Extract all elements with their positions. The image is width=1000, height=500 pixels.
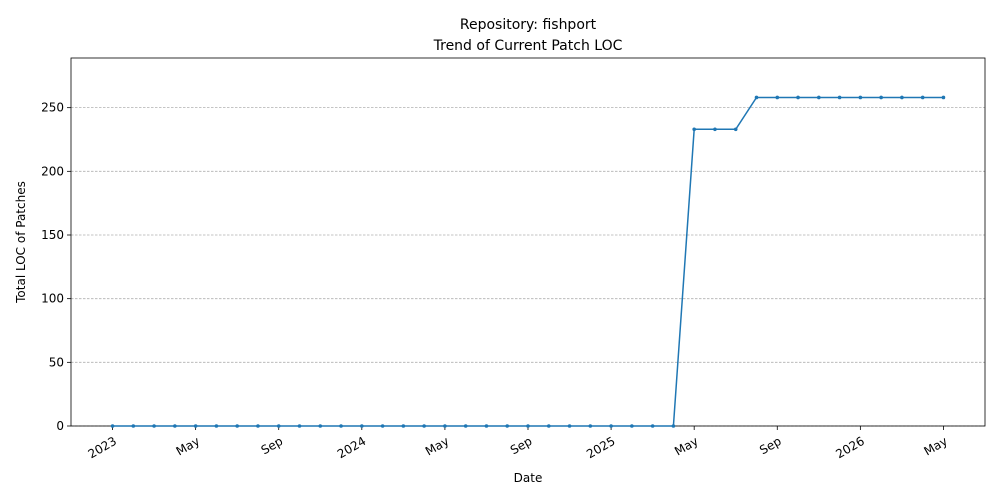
point (609, 424, 613, 428)
point (588, 424, 593, 428)
point (837, 95, 842, 100)
point (546, 424, 551, 428)
point (754, 95, 759, 100)
y-tick-label: 150 (41, 228, 64, 242)
y-axis-label: Total LOC of Patches (14, 181, 28, 304)
point (152, 424, 156, 428)
point (256, 424, 260, 428)
point (713, 127, 717, 132)
x-axis-label: Date (514, 471, 543, 485)
point (900, 95, 904, 100)
point (526, 424, 530, 428)
point (380, 424, 385, 428)
point (775, 95, 780, 100)
point (422, 424, 426, 428)
line (112, 96, 944, 427)
x-tick-label: May (174, 434, 202, 459)
point (401, 424, 406, 428)
point (817, 95, 821, 100)
point (650, 424, 655, 428)
y-tick-label: 0 (56, 419, 64, 433)
point (692, 127, 696, 132)
point (131, 424, 136, 428)
x-tick-label: 2025 (584, 434, 617, 461)
y-tick-label: 100 (41, 292, 64, 306)
y-tick-label: 200 (41, 164, 64, 178)
y-tick-label: 50 (49, 355, 64, 369)
point (235, 424, 239, 428)
x-tick-label: Sep (259, 434, 286, 457)
point (505, 424, 510, 428)
x-tick-label: May (423, 434, 451, 459)
x-tick-label: Sep (508, 434, 535, 457)
point (796, 95, 800, 100)
point (318, 424, 323, 428)
point (193, 424, 198, 428)
x-tick-label: Sep (757, 434, 784, 457)
point (214, 424, 219, 428)
point (463, 424, 468, 428)
point (110, 424, 115, 428)
point (443, 424, 447, 428)
point (297, 424, 302, 428)
chart-title: Repository: fishport (460, 17, 597, 33)
point (567, 424, 572, 428)
x-tick-label: 2024 (335, 434, 368, 461)
x-tick-label: 2026 (833, 434, 866, 461)
point (630, 424, 634, 428)
x-tick-label: May (672, 434, 700, 459)
point (920, 95, 925, 100)
point (484, 424, 489, 428)
point (360, 424, 364, 428)
point (733, 127, 738, 132)
plot-frame (70, 57, 986, 427)
chart-subtitle: Trend of Current Patch LOC (433, 38, 623, 54)
x-tick-label: 2023 (86, 434, 119, 461)
point (276, 424, 281, 428)
point (879, 95, 883, 100)
x-tick-label: May (921, 434, 949, 459)
point (671, 424, 676, 428)
point (941, 95, 946, 100)
point (339, 424, 343, 428)
point (858, 95, 863, 100)
point (173, 424, 177, 428)
y-tick-label: 250 (41, 101, 64, 115)
